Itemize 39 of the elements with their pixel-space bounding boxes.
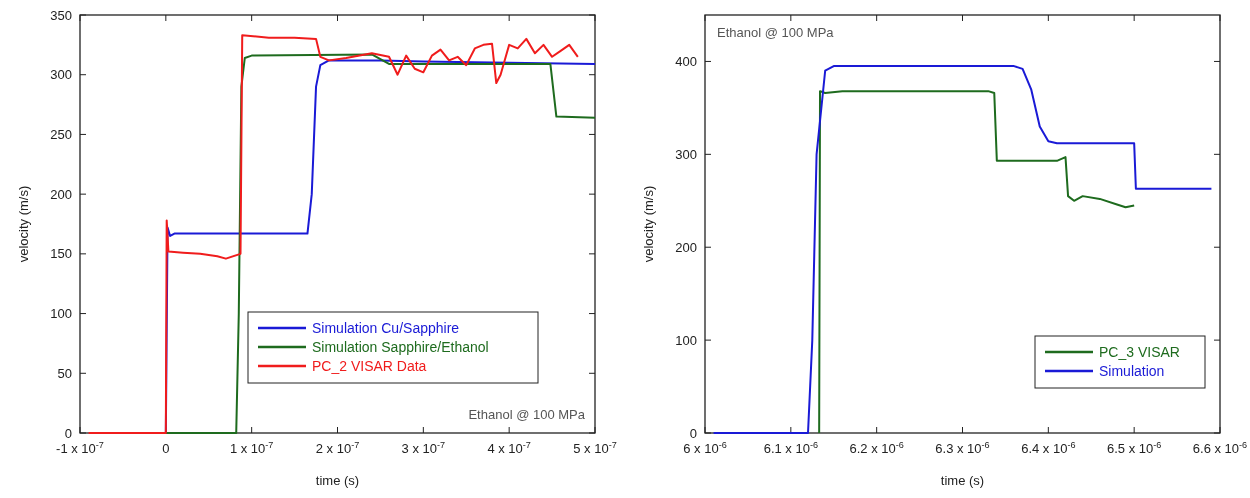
y-axis-title: velocity (m/s) bbox=[641, 185, 656, 263]
x-tick-label: 6.3 x 10$^{-6}$ bbox=[935, 440, 990, 456]
annotation: Ethanol @ 100 MPa bbox=[717, 25, 835, 40]
x-tick-label: 2 x 10$^{-7}$ bbox=[315, 440, 360, 456]
x-tick-label: 5 x 10$^{-7}$ bbox=[573, 440, 617, 456]
legend-label: PC_2 VISAR Data bbox=[312, 357, 427, 374]
x-tick-label: 4 x 10$^{-7}$ bbox=[487, 440, 531, 456]
y-tick-label: 0 bbox=[64, 425, 72, 441]
x-tick-label: 6.1 x 10$^{-6}$ bbox=[763, 440, 819, 456]
y-tick-label: 0 bbox=[689, 425, 697, 441]
y-axis-title: velocity (m/s) bbox=[16, 185, 31, 263]
y-tick-label: 200 bbox=[50, 186, 72, 202]
legend-label: Simulation Cu/Sapphire bbox=[312, 319, 460, 336]
legend-label: Simulation bbox=[1099, 362, 1165, 379]
legend-label: Simulation Sapphire/Ethanol bbox=[312, 338, 489, 355]
y-tick-label: 350 bbox=[50, 7, 72, 23]
x-tick-label: -1 x 10$^{-7}$ bbox=[56, 440, 104, 456]
y-tick-label: 200 bbox=[675, 239, 697, 255]
x-tick-label: 6.5 x 10$^{-6}$ bbox=[1106, 440, 1162, 456]
x-tick-label: 6.6 x 10$^{-6}$ bbox=[1192, 440, 1248, 456]
y-tick-label: 300 bbox=[675, 146, 697, 162]
y-tick-label: 100 bbox=[50, 306, 72, 322]
y-tick-label: 100 bbox=[675, 332, 697, 348]
x-tick-label: 6.4 x 10$^{-6}$ bbox=[1021, 440, 1076, 456]
y-tick-label: 300 bbox=[50, 67, 72, 83]
x-tick-label: 0 bbox=[162, 441, 170, 456]
x-tick-label: 6.2 x 10$^{-6}$ bbox=[849, 440, 904, 456]
legend-label: PC_3 VISAR bbox=[1099, 343, 1180, 360]
line-series bbox=[712, 65, 1213, 434]
x-axis-title: time (s) bbox=[940, 473, 985, 488]
y-tick-label: 150 bbox=[50, 246, 72, 262]
y-tick-label: 250 bbox=[50, 126, 72, 142]
x-tick-label: 1 x 10$^{-7}$ bbox=[229, 440, 274, 456]
x-tick-label: 3 x 10$^{-7}$ bbox=[401, 440, 446, 456]
x-axis-title: time (s) bbox=[315, 473, 360, 488]
annotation: Ethanol @ 100 MPa bbox=[468, 407, 586, 422]
y-tick-label: 50 bbox=[57, 365, 72, 381]
y-tick-label: 400 bbox=[675, 53, 697, 69]
x-tick-label: 6 x 10$^{-6}$ bbox=[683, 440, 727, 456]
